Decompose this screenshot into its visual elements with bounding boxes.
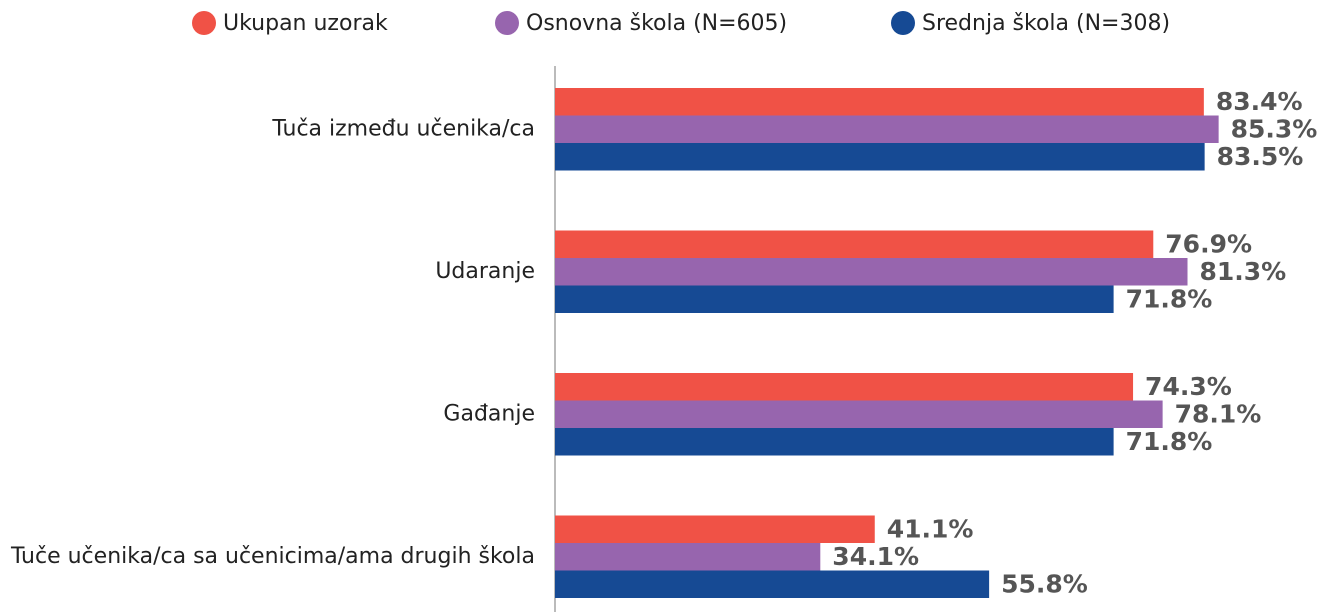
value-label: 85.3% xyxy=(1231,114,1318,143)
category-label: Udaranje xyxy=(435,259,535,284)
legend-marker xyxy=(891,11,915,35)
category-label: Tuča između učenika/ca xyxy=(271,116,535,141)
value-label: 81.3% xyxy=(1200,257,1287,286)
bar xyxy=(555,285,1114,313)
legend-label: Ukupan uzorak xyxy=(223,11,388,36)
legend-label: Osnovna škola (N=605) xyxy=(526,11,787,36)
bar xyxy=(555,543,821,571)
legend-marker xyxy=(192,11,216,35)
value-label: 41.1% xyxy=(887,514,974,543)
legend-label: Srednja škola (N=308) xyxy=(922,11,1170,36)
category-label: Gađanje xyxy=(443,401,535,426)
bar xyxy=(555,515,875,543)
bar xyxy=(555,143,1205,171)
value-label: 71.8% xyxy=(1126,427,1213,456)
bar xyxy=(555,88,1204,116)
category-label: Tuče učenika/ca sa učenicima/ama drugih … xyxy=(10,544,535,569)
value-label: 76.9% xyxy=(1165,229,1252,258)
value-label: 55.8% xyxy=(1001,569,1088,598)
bar xyxy=(555,373,1134,401)
value-label: 71.8% xyxy=(1126,284,1213,313)
bar xyxy=(555,400,1163,428)
bar xyxy=(555,570,990,598)
value-label: 74.3% xyxy=(1145,372,1232,401)
bar xyxy=(555,115,1219,143)
value-label: 83.4% xyxy=(1216,87,1303,116)
bar xyxy=(555,230,1154,258)
value-label: 78.1% xyxy=(1175,399,1262,428)
bar xyxy=(555,258,1188,286)
value-label: 83.5% xyxy=(1217,142,1304,171)
bar xyxy=(555,428,1114,456)
value-label: 34.1% xyxy=(832,542,919,571)
legend-marker xyxy=(495,11,519,35)
